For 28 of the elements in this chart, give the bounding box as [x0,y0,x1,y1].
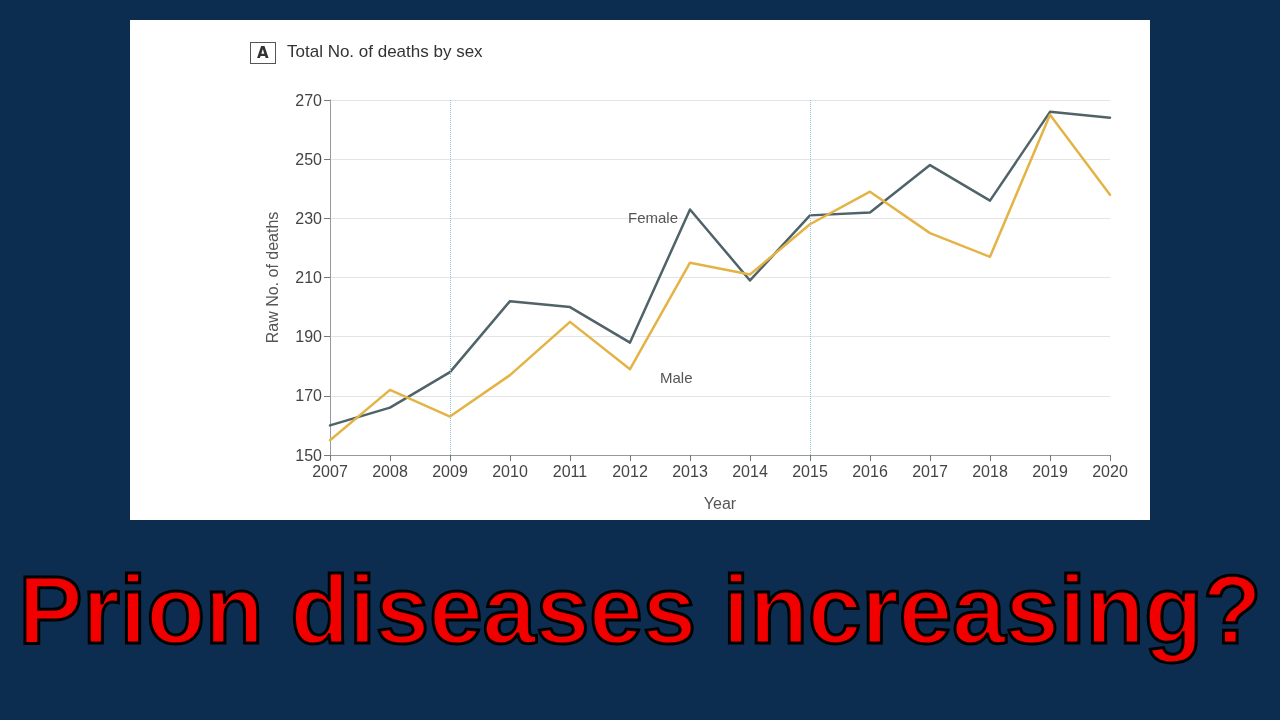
x-axis-title: Year [703,494,737,512]
y-tick-label: 150 [295,446,323,464]
x-tick-label: 2016 [852,462,888,480]
text: A [250,42,276,64]
y-tick-label: 190 [295,328,323,346]
y-tick-label: 170 [295,387,323,405]
chart-title: Total No. of deaths by sex [287,42,484,61]
y-tick-label: 270 [295,91,323,109]
x-tick-label: 2007 [312,462,348,480]
series-label: Female [627,208,678,226]
x-tick-label: 2014 [732,462,768,480]
y-tick-label: 230 [295,209,323,227]
x-tick-label: 2020 [1092,462,1128,480]
y-tick-label: 210 [295,269,323,286]
y-tick-label: 250 [295,150,323,168]
x-tick-label: 2011 [552,462,588,480]
x-tick-label: 2010 [492,462,528,480]
x-tick-label: 2018 [972,462,1008,480]
text: Prion diseases increasing? [17,555,1263,665]
x-tick-label: 2015 [792,462,828,480]
x-tick-label: 2017 [912,462,948,480]
x-tick-label: 2013 [672,462,708,480]
x-tick-label: 2012 [612,462,648,480]
x-tick-label: 2019 [1032,462,1068,480]
x-tick-label: 2008 [372,462,408,480]
series-label: Male [660,368,693,386]
y-axis-title: Raw No. of deaths [263,211,281,344]
x-tick-label: 2009 [432,462,468,480]
